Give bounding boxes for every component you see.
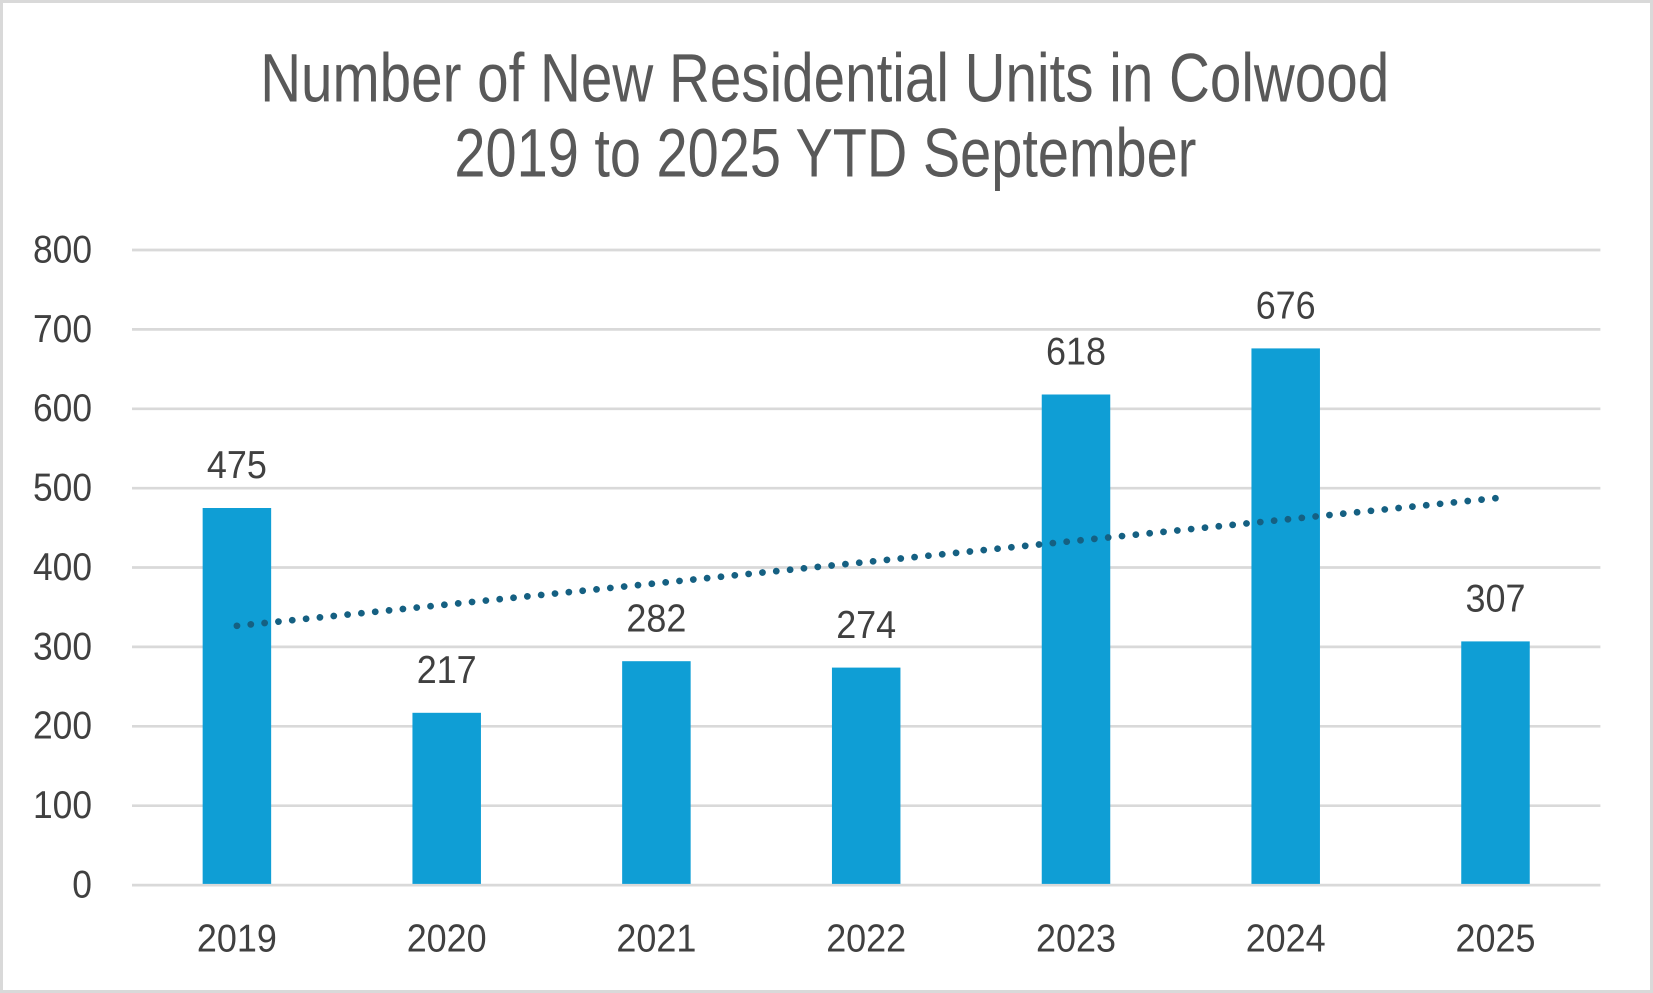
svg-text:300: 300 bbox=[33, 625, 92, 668]
svg-text:475: 475 bbox=[207, 444, 267, 487]
svg-text:2023: 2023 bbox=[1036, 918, 1116, 961]
svg-text:307: 307 bbox=[1466, 578, 1526, 621]
svg-text:2025: 2025 bbox=[1456, 918, 1536, 961]
svg-text:500: 500 bbox=[33, 467, 92, 510]
svg-text:600: 600 bbox=[33, 387, 92, 430]
svg-text:Number of New Residential Unit: Number of New Residential Units in Colwo… bbox=[260, 39, 1389, 116]
svg-text:2022: 2022 bbox=[826, 918, 906, 961]
svg-text:217: 217 bbox=[417, 649, 477, 692]
svg-text:0: 0 bbox=[72, 864, 92, 907]
svg-text:618: 618 bbox=[1046, 331, 1106, 374]
svg-text:2024: 2024 bbox=[1246, 918, 1326, 961]
svg-text:400: 400 bbox=[33, 546, 92, 589]
svg-text:282: 282 bbox=[626, 597, 686, 640]
svg-text:2021: 2021 bbox=[616, 918, 696, 961]
svg-text:700: 700 bbox=[33, 308, 92, 351]
svg-text:2020: 2020 bbox=[407, 918, 487, 961]
svg-text:2019: 2019 bbox=[197, 918, 277, 961]
svg-text:274: 274 bbox=[836, 604, 896, 647]
svg-text:676: 676 bbox=[1256, 285, 1316, 328]
svg-text:100: 100 bbox=[33, 784, 92, 827]
svg-text:2019 to 2025 YTD September: 2019 to 2025 YTD September bbox=[454, 114, 1196, 191]
svg-text:800: 800 bbox=[33, 228, 92, 271]
svg-text:200: 200 bbox=[33, 705, 92, 748]
